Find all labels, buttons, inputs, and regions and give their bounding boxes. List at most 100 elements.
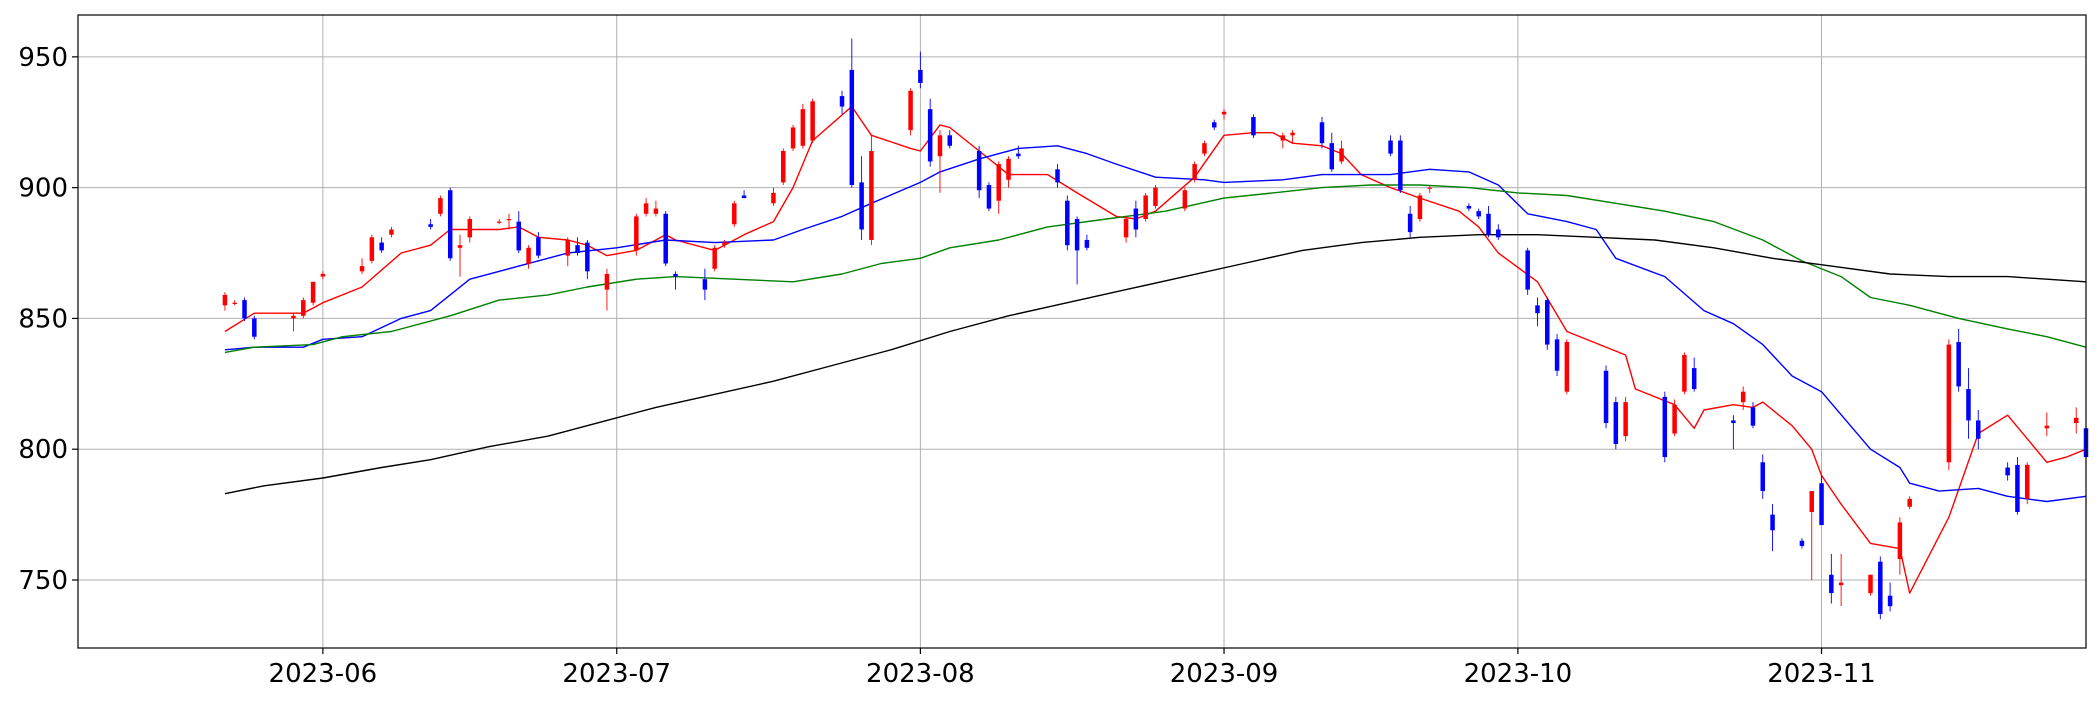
x-tick-label: 2023-10	[1464, 659, 1573, 689]
candle-body	[1319, 122, 1325, 144]
candle	[1966, 368, 1971, 439]
candle	[1143, 192, 1148, 222]
candle-body	[1133, 208, 1139, 230]
candle-body	[1211, 122, 1217, 128]
candle-body	[1907, 498, 1912, 507]
candle	[1535, 297, 1540, 327]
candle-body	[585, 242, 590, 272]
candle	[741, 190, 747, 199]
candle	[1662, 391, 1668, 463]
candle	[937, 130, 943, 193]
candle	[526, 245, 531, 269]
candle-body	[1750, 407, 1756, 426]
candle	[1887, 582, 1893, 612]
candle-body	[800, 109, 806, 146]
candle	[1065, 195, 1070, 251]
x-tick-label: 2023-08	[866, 659, 975, 689]
candle-body	[1192, 164, 1197, 180]
candle-body	[1760, 462, 1766, 492]
candle	[359, 258, 365, 274]
candle	[585, 239, 590, 280]
candle-body	[320, 273, 326, 277]
candle	[927, 98, 933, 167]
candle-body	[1535, 305, 1540, 314]
candle-body	[1074, 219, 1080, 251]
candle	[908, 88, 913, 136]
candle-body	[771, 192, 776, 204]
candle-body	[2005, 467, 2010, 476]
x-tick-label: 2023-09	[1170, 659, 1279, 689]
candle	[291, 313, 296, 332]
candle-body	[1878, 561, 1883, 614]
candle	[1202, 140, 1207, 157]
candle	[780, 148, 786, 186]
axes: 750 800 850 900 950 2023-06 2023-07 2023-08 2023…	[18, 43, 1875, 689]
candle	[1838, 553, 1844, 607]
candle-body	[947, 135, 953, 146]
candle	[428, 219, 433, 230]
y-tick-label: 750	[18, 566, 68, 596]
candle	[1976, 409, 1981, 450]
candlesticks	[222, 38, 2089, 620]
candle-body	[741, 195, 747, 199]
candle	[1545, 297, 1550, 350]
candle	[1564, 339, 1570, 395]
candle-body	[918, 69, 923, 84]
candle	[986, 182, 992, 212]
candle	[1750, 402, 1756, 429]
candle	[1809, 491, 1814, 580]
candle	[702, 268, 708, 301]
candle	[1006, 156, 1011, 188]
x-tick-label: 2023-06	[269, 659, 378, 689]
candle-body	[1819, 483, 1824, 526]
candle-body	[1427, 187, 1432, 189]
candle-body	[1006, 158, 1011, 180]
candle	[1398, 135, 1403, 193]
candle-body	[1731, 420, 1736, 424]
candle-body	[496, 221, 502, 223]
candle-body	[526, 247, 531, 264]
candle	[1623, 396, 1628, 442]
candle	[1476, 208, 1481, 220]
candle	[516, 211, 522, 254]
grid-lines	[78, 15, 2086, 648]
candle-body	[447, 190, 453, 259]
candle	[1251, 114, 1256, 138]
candle	[1682, 352, 1687, 395]
candle-body	[301, 300, 306, 316]
candle	[1427, 185, 1432, 193]
candle	[447, 187, 453, 261]
candle-body	[1329, 143, 1335, 170]
candle-body	[937, 135, 943, 157]
candle	[496, 219, 502, 225]
candle-body	[438, 198, 443, 214]
candle	[457, 234, 463, 277]
candle	[438, 195, 443, 217]
candle	[643, 198, 649, 217]
y-tick-label: 850	[18, 304, 68, 334]
candle	[2005, 462, 2010, 481]
candle-body	[1123, 219, 1129, 238]
candle	[2024, 462, 2030, 505]
candle-body	[1065, 200, 1070, 246]
candle-body	[1946, 344, 1952, 463]
candle	[1819, 475, 1824, 526]
candle	[1407, 205, 1413, 238]
candle	[1192, 161, 1197, 183]
candle	[1466, 203, 1472, 212]
candle	[1211, 119, 1217, 131]
candle-body	[291, 315, 296, 319]
candle-body	[1466, 205, 1472, 209]
candle	[467, 216, 473, 243]
candle-body	[369, 237, 375, 261]
candle	[1388, 135, 1393, 157]
candle-body	[1221, 111, 1227, 115]
candle	[918, 51, 923, 89]
candle	[996, 161, 1001, 214]
candle	[379, 237, 384, 254]
candle-body	[1682, 355, 1687, 392]
candle-body	[379, 242, 384, 251]
candle	[1339, 140, 1344, 165]
candle	[506, 213, 512, 230]
